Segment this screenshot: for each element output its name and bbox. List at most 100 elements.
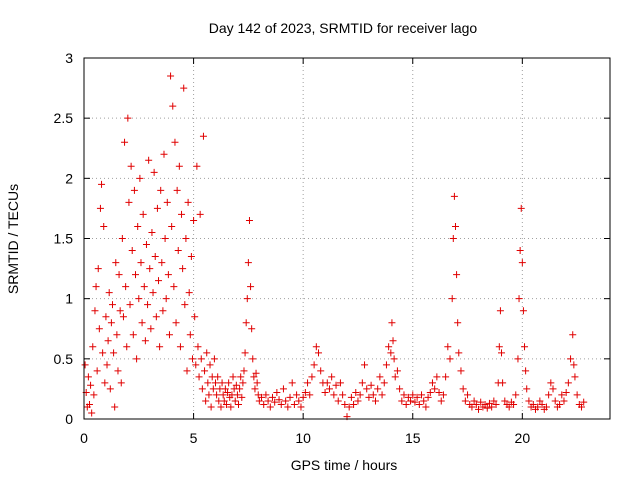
data-point (146, 265, 154, 273)
data-point (516, 247, 524, 255)
data-point (108, 301, 116, 309)
data-point (176, 343, 184, 351)
data-point (564, 379, 572, 387)
data-point (271, 398, 279, 406)
data-point (317, 367, 325, 375)
data-point (418, 391, 426, 399)
data-point (312, 343, 320, 351)
data-point (521, 343, 529, 351)
data-point (472, 401, 480, 409)
y-tick-label: 3 (65, 50, 73, 66)
data-point (485, 399, 493, 407)
data-point (393, 367, 401, 375)
data-point (110, 349, 118, 357)
x-tick-label: 5 (190, 430, 198, 446)
data-point (185, 289, 193, 297)
data-point (195, 373, 203, 381)
data-point (175, 162, 183, 170)
data-point (178, 210, 186, 218)
data-point (107, 319, 115, 327)
data-point (571, 373, 579, 381)
data-point (248, 325, 256, 333)
data-point (152, 313, 160, 321)
data-point (409, 391, 417, 399)
data-point (451, 222, 459, 230)
data-point (325, 385, 333, 393)
data-point (308, 373, 316, 381)
data-point (288, 379, 296, 387)
data-point (236, 385, 244, 393)
data-point (169, 102, 177, 110)
data-point (389, 337, 397, 345)
data-point (232, 381, 240, 389)
y-tick-label: 0 (65, 411, 73, 427)
data-point (457, 367, 465, 375)
data-point (448, 295, 456, 303)
data-point (453, 271, 461, 279)
data-point (382, 361, 390, 369)
data-point (347, 393, 355, 401)
data-point (196, 210, 204, 218)
data-point (538, 401, 546, 409)
data-point (435, 389, 443, 397)
data-point (188, 355, 196, 363)
data-point (350, 401, 358, 409)
data-point (519, 307, 527, 315)
data-point (483, 404, 491, 412)
y-tick-label: 0.5 (54, 351, 74, 367)
data-point (388, 319, 396, 327)
data-point (180, 84, 188, 92)
data-point (499, 379, 507, 387)
data-point (558, 391, 566, 399)
data-point (163, 198, 171, 206)
data-point (341, 401, 349, 409)
data-point (321, 389, 329, 397)
data-point (204, 379, 212, 387)
data-point (148, 228, 156, 236)
data-point (87, 381, 95, 389)
data-point (299, 393, 307, 401)
data-point (459, 385, 467, 393)
data-point (431, 385, 439, 393)
data-point (229, 373, 237, 381)
plot-frame (83, 57, 611, 420)
data-point (282, 397, 290, 405)
data-point (450, 192, 458, 200)
data-point (518, 259, 526, 267)
data-point (168, 222, 176, 230)
data-point (221, 385, 229, 393)
data-point (286, 393, 294, 401)
data-point (385, 343, 393, 351)
data-point (547, 379, 555, 387)
data-point (157, 186, 165, 194)
data-point (112, 259, 120, 267)
data-point (220, 397, 228, 405)
data-point (492, 401, 500, 409)
data-point (244, 259, 252, 267)
data-point (380, 379, 388, 387)
data-point (122, 283, 130, 291)
data-point (179, 265, 187, 273)
data-point (249, 355, 257, 363)
data-point (98, 180, 106, 188)
data-point (525, 397, 533, 405)
data-point (449, 235, 457, 242)
data-point (114, 367, 122, 375)
data-point (358, 379, 366, 387)
data-point (437, 397, 445, 405)
data-point (161, 235, 169, 242)
data-point (400, 391, 408, 399)
data-point (461, 397, 469, 405)
data-point (133, 355, 141, 363)
data-point (94, 265, 102, 273)
data-point (192, 361, 200, 369)
data-point (164, 271, 172, 279)
data-point (279, 385, 287, 393)
data-point (334, 397, 342, 405)
data-point (165, 331, 173, 339)
data-point (536, 397, 544, 405)
data-point (501, 397, 509, 405)
data-point (187, 253, 195, 261)
data-point (106, 385, 114, 393)
data-point (160, 150, 168, 158)
